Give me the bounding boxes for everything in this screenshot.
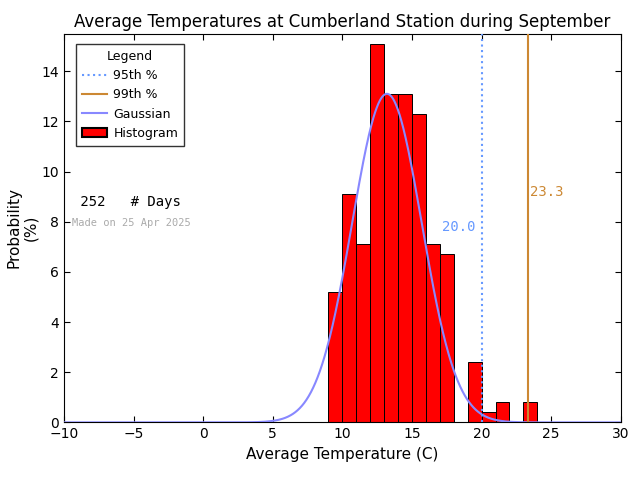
Bar (384, 94, 398, 422)
Text: 23.3: 23.3 (530, 185, 563, 199)
Text: 252   # Days: 252 # Days (72, 195, 181, 209)
Bar (412, 114, 426, 422)
Bar (342, 194, 356, 422)
Bar (370, 44, 384, 422)
Bar (426, 244, 440, 422)
Bar (440, 254, 454, 422)
Text: Made on 25 Apr 2025: Made on 25 Apr 2025 (72, 218, 191, 228)
Y-axis label: Probability
(%): Probability (%) (6, 188, 39, 268)
Title: Average Temperatures at Cumberland Station during September: Average Temperatures at Cumberland Stati… (74, 12, 611, 31)
Bar (328, 292, 342, 422)
Bar (495, 402, 509, 422)
Legend: 95th %, 99th %, Gaussian, Histogram: 95th %, 99th %, Gaussian, Histogram (76, 44, 184, 146)
X-axis label: Average Temperature (C): Average Temperature (C) (246, 447, 438, 462)
Bar (524, 402, 538, 422)
Bar (468, 362, 482, 422)
Text: 20.0: 20.0 (442, 220, 476, 234)
Bar (356, 244, 370, 422)
Bar (398, 94, 412, 422)
Bar (481, 412, 495, 422)
